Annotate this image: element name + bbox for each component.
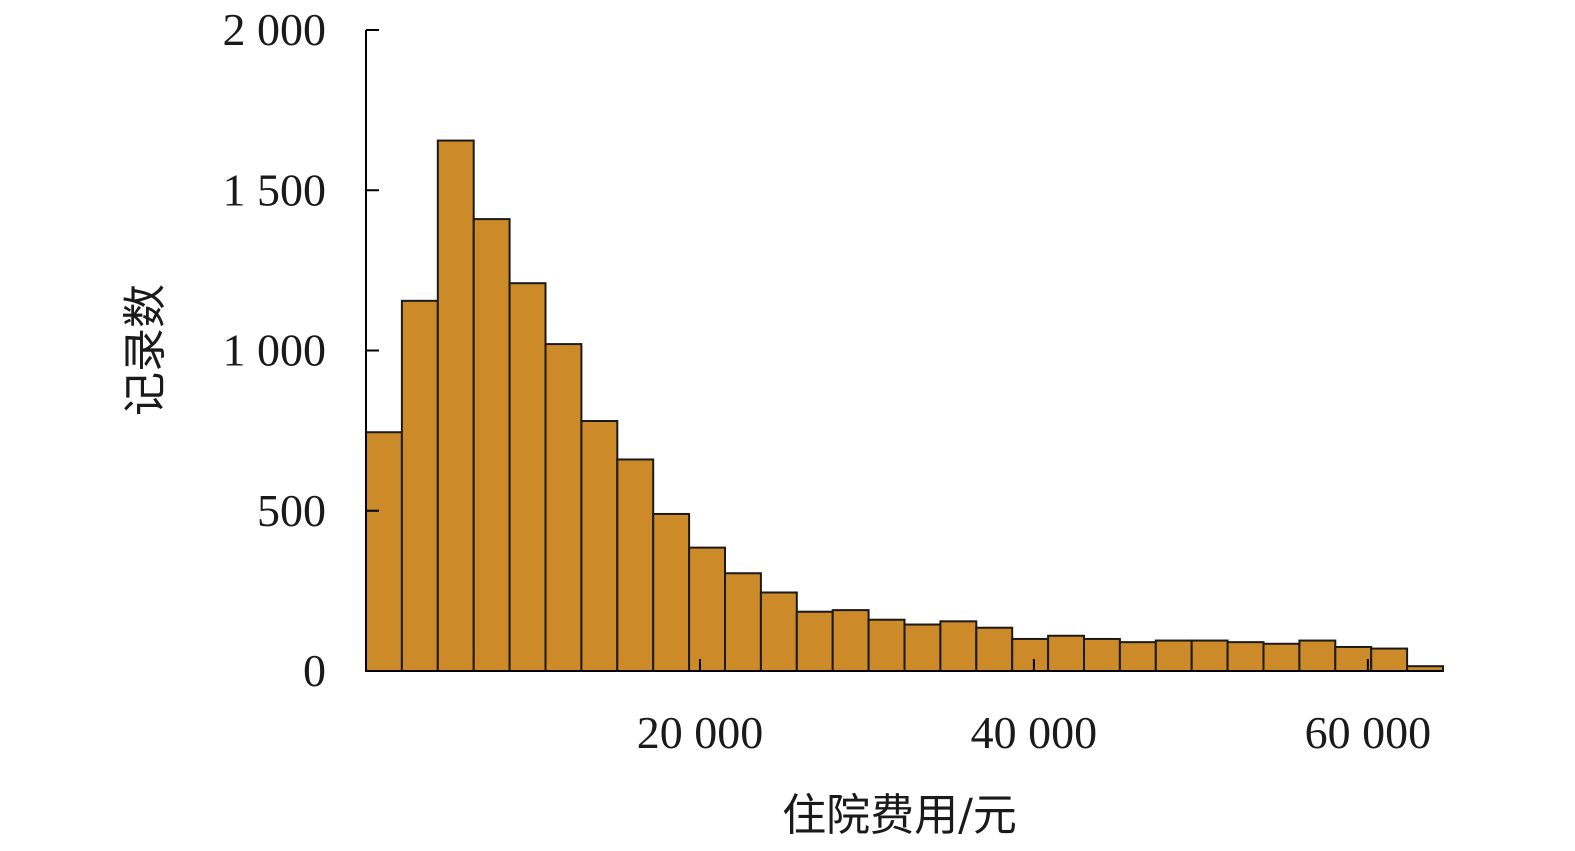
- histogram-bar: [1298, 639, 1337, 672]
- histogram-bar: [1083, 637, 1121, 673]
- histogram-bar: [975, 626, 1014, 672]
- y-tick-label: 500: [257, 485, 326, 536]
- histogram-bar: [1047, 634, 1085, 672]
- x-tick-label: 20 000: [637, 707, 764, 758]
- histogram-bar: [1262, 642, 1301, 673]
- labels-layer: 住院费用/元 记录数: [120, 284, 1017, 841]
- histogram-bar: [436, 139, 475, 672]
- x-axis-title: 住院费用/元: [782, 790, 1017, 841]
- histogram-bar: [1154, 639, 1193, 672]
- histogram-bar: [508, 282, 547, 672]
- histogram-bar: [939, 620, 978, 673]
- histogram-bar: [1334, 645, 1373, 673]
- histogram-bar: [867, 618, 906, 672]
- histogram-bar: [903, 623, 942, 673]
- histogram-bar: [472, 218, 511, 672]
- histogram-bar: [1226, 641, 1265, 673]
- histogram-bar: [1118, 641, 1157, 673]
- histogram-bar: [688, 546, 726, 672]
- histogram-bar: [544, 343, 583, 672]
- histogram-bar: [759, 591, 798, 672]
- x-tick-label: 40 000: [971, 707, 1098, 758]
- histogram-bar: [365, 431, 403, 673]
- x-tick-label: 60 000: [1305, 707, 1432, 758]
- y-tick-label: 1 000: [223, 325, 327, 376]
- histogram-bar: [724, 572, 762, 672]
- histogram-bar: [831, 609, 870, 672]
- histogram-bar: [580, 420, 619, 673]
- histogram-bar: [616, 458, 655, 672]
- y-tick-label: 0: [303, 645, 326, 696]
- histogram-bar: [400, 299, 439, 672]
- histogram-bar: [652, 512, 691, 673]
- histogram-bar: [795, 610, 834, 673]
- histogram-bar: [1190, 639, 1229, 672]
- y-axis-title: 记录数: [120, 284, 171, 416]
- histogram-bar: [1011, 637, 1050, 673]
- bars-layer: [365, 139, 1444, 673]
- histogram-bar: [1370, 647, 1409, 673]
- y-tick-label: 1 500: [223, 164, 327, 215]
- ticks-layer: 0 500 1 000 1 500 2 000 20 000 40 000 60 000: [223, 4, 1432, 758]
- y-tick-label: 2 000: [223, 4, 327, 55]
